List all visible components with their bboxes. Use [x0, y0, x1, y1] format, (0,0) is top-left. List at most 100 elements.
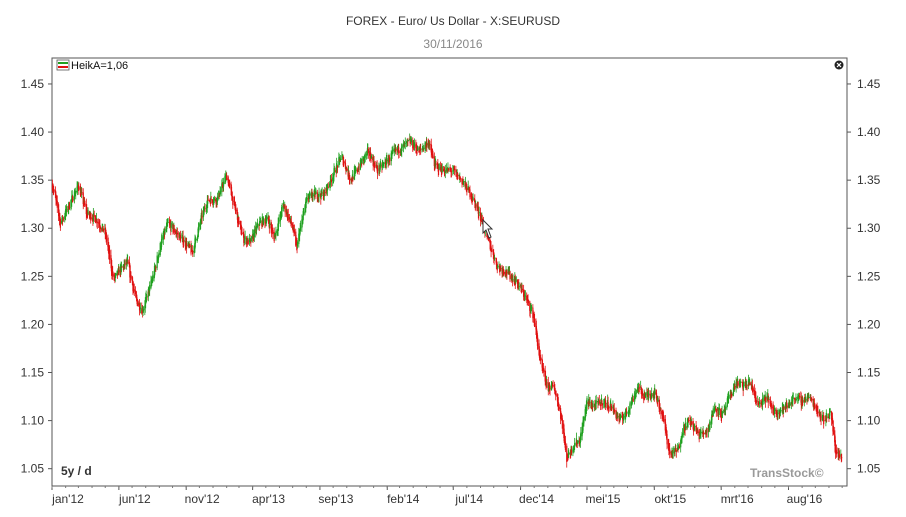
candle-body: [263, 219, 265, 221]
y-tick-label: 1.05: [21, 462, 45, 476]
y-tick-label: 1.35: [21, 173, 45, 187]
candle-body: [54, 190, 57, 198]
candle-body: [828, 417, 830, 419]
candle-body: [817, 411, 819, 414]
candle-body: [364, 157, 366, 159]
candle-body: [534, 318, 536, 327]
candle-body: [812, 402, 815, 407]
candle-body: [327, 186, 329, 188]
candle-body: [808, 396, 810, 398]
candle-body: [105, 235, 108, 241]
candle-body: [240, 223, 242, 227]
candle-body: [666, 434, 668, 445]
candle-body: [275, 230, 277, 236]
candle-body: [561, 418, 563, 429]
candle-body: [601, 403, 603, 406]
candle-body: [831, 417, 834, 423]
candle-body: [147, 296, 149, 298]
x-tick-label: okt'15: [654, 492, 686, 506]
candle-body: [527, 299, 530, 304]
candle-body: [677, 449, 679, 451]
candle-body: [453, 167, 455, 169]
candle-body: [816, 408, 818, 414]
candle-body: [752, 388, 754, 392]
candle-body: [715, 409, 717, 413]
candle-body: [418, 148, 420, 153]
close-icon[interactable]: [834, 60, 844, 70]
candle-body: [519, 285, 522, 287]
candle-body: [603, 401, 606, 403]
candle-body: [74, 195, 76, 196]
candle-body: [441, 169, 443, 174]
candle-body: [462, 181, 464, 183]
candle-body: [788, 403, 790, 406]
candle-body: [428, 142, 431, 145]
candle-body: [413, 142, 416, 147]
candle-body: [284, 205, 286, 213]
x-tick-label: feb'14: [387, 492, 420, 506]
candle-body: [611, 406, 613, 409]
candle-body: [330, 179, 332, 183]
candle-body: [127, 260, 129, 264]
candle-body: [592, 405, 594, 407]
candle-body: [407, 140, 409, 142]
candle-body: [118, 269, 120, 276]
candle-body: [582, 420, 584, 431]
candle-body: [189, 244, 191, 248]
candle-body: [410, 138, 413, 143]
candle-body: [170, 222, 172, 228]
candle-body: [210, 199, 212, 201]
candle-body: [546, 382, 548, 383]
candle-body: [364, 153, 366, 158]
plot-area[interactable]: [51, 57, 848, 487]
candle-body: [52, 188, 54, 191]
candle-body: [492, 250, 494, 252]
y-tick-label: 1.15: [857, 366, 881, 380]
candle-body: [56, 200, 58, 208]
candle-body: [312, 194, 314, 197]
period-label: 5y / d: [61, 464, 92, 478]
candle-body: [105, 231, 107, 233]
candle-body: [145, 295, 148, 298]
candle-body: [388, 158, 391, 162]
candle-body: [176, 232, 178, 235]
candle-body: [459, 177, 461, 179]
candle-body: [84, 203, 86, 206]
candle-body: [181, 237, 183, 239]
candle-body: [102, 228, 105, 232]
candle-body: [117, 268, 120, 272]
candle-body: [435, 163, 437, 165]
candle-body: [589, 401, 591, 403]
candle-body: [577, 440, 579, 444]
candle-body: [743, 385, 745, 387]
candle-body: [567, 457, 569, 459]
candle-body: [473, 198, 475, 200]
candle-body: [274, 235, 276, 237]
candle-body: [96, 221, 98, 224]
y-axis-left: 1.45 1.40 1.35 1.30 1.25 1.20 1.15 1.10 1.05: [21, 77, 52, 476]
candle-body: [296, 242, 299, 247]
candle-body: [521, 288, 523, 291]
x-tick-label: jan'12: [51, 492, 84, 506]
candle-body: [811, 399, 813, 401]
candle-body: [198, 223, 200, 230]
candle-body: [280, 214, 282, 217]
candle-body: [575, 438, 578, 445]
candle-body: [564, 441, 567, 451]
candle-body: [749, 382, 751, 386]
candle-body: [397, 149, 399, 150]
chart-title: FOREX - Euro/ Us Dollar - X:SEURUSD: [345, 14, 561, 28]
candle-body: [791, 399, 794, 404]
candle-body: [780, 410, 782, 412]
candle-body: [721, 414, 723, 418]
candle-body: [835, 450, 838, 455]
candle-body: [112, 271, 114, 277]
y-tick-label: 1.10: [857, 414, 881, 428]
candle-body: [549, 387, 551, 391]
candle-body: [512, 279, 514, 281]
candle-body: [730, 393, 732, 395]
candle-body: [493, 257, 496, 259]
candle-body: [121, 266, 123, 268]
candle-body: [801, 396, 803, 404]
